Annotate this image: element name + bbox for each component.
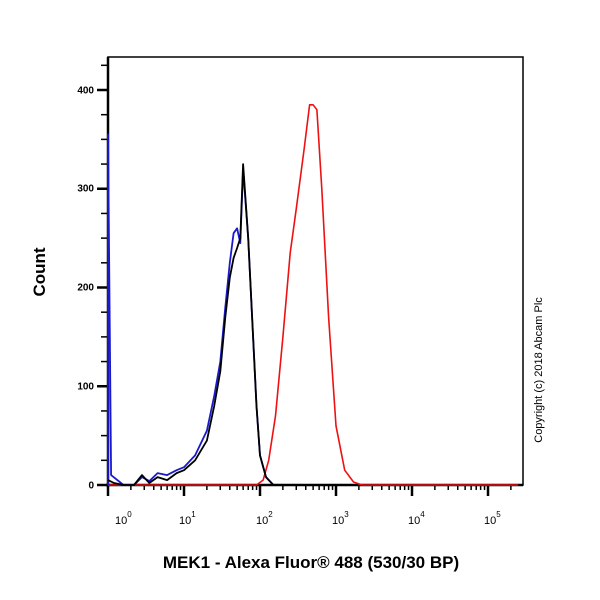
- x-tick-labels: 100 101 102 103 104 105: [115, 510, 501, 527]
- copyright-notice: Copyright (c) 2018 Abcam Plc: [533, 297, 545, 443]
- y-tick-label-100: 100: [77, 382, 94, 393]
- x-axis-label: MEK1 - Alexa Fluor® 488 (530/30 BP): [163, 553, 459, 572]
- y-tick-label-400: 400: [77, 86, 94, 97]
- x-axis-ticks: [106, 485, 512, 496]
- x-tick-label-1e0: 100: [115, 510, 132, 527]
- x-tick-label-1e2: 102: [256, 510, 273, 527]
- series-mek1-alexa-fluor-488: [108, 104, 519, 486]
- y-tick-label-200: 200: [77, 283, 94, 294]
- y-axis-ticks: [97, 64, 108, 487]
- y-tick-labels: 0 100 200 300 400: [77, 86, 94, 492]
- x-tick-label-1e3: 103: [332, 510, 349, 527]
- plot-frame: [107, 56, 524, 486]
- y-axis-label: Count: [30, 247, 49, 296]
- series-unlabelled-control: [107, 163, 275, 486]
- y-tick-label-300: 300: [77, 184, 94, 195]
- series-isotype-control: [107, 133, 275, 486]
- x-tick-label-1e4: 104: [408, 510, 425, 527]
- x-tick-label-1e5: 105: [484, 510, 501, 527]
- y-tick-label-0: 0: [88, 481, 94, 492]
- x-tick-label-1e1: 101: [179, 510, 196, 527]
